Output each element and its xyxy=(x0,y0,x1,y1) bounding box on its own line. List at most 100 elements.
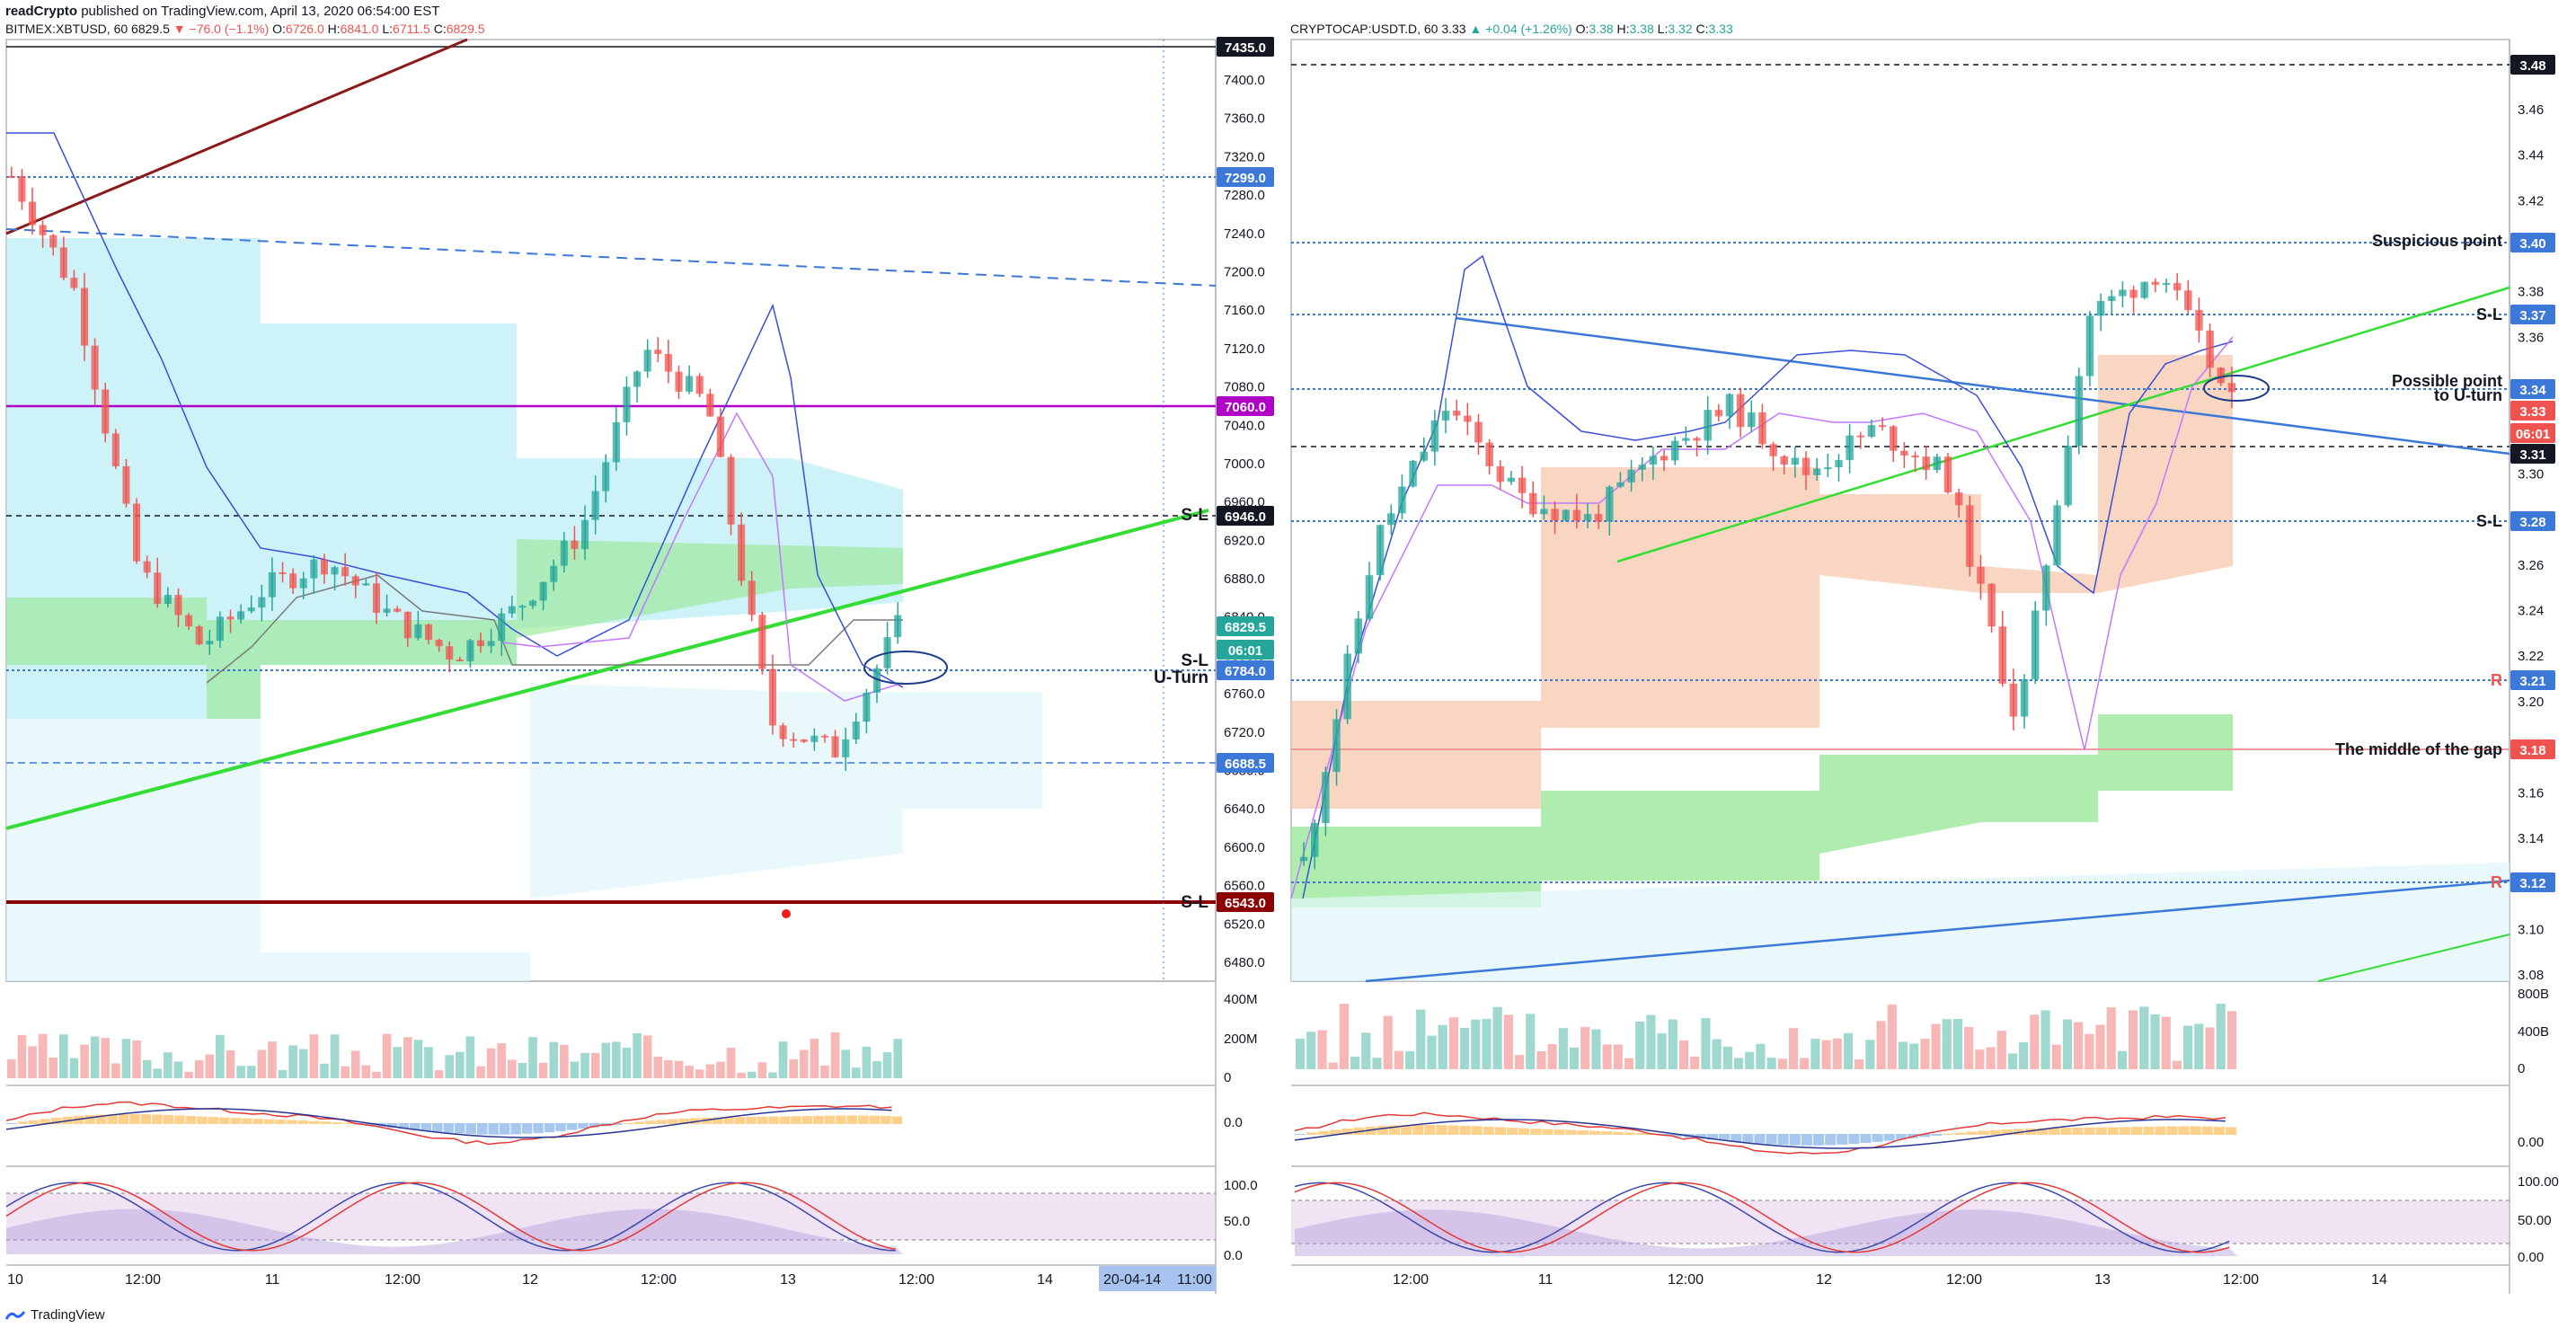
candle-body[interactable] xyxy=(623,386,631,422)
candle-body[interactable] xyxy=(331,567,339,575)
candle-body[interactable] xyxy=(1540,509,1548,515)
candle-body[interactable] xyxy=(1562,509,1570,521)
candle-body[interactable] xyxy=(706,394,714,417)
candle-body[interactable] xyxy=(299,578,307,589)
candle-body[interactable] xyxy=(571,540,579,550)
candle-body[interactable] xyxy=(1933,456,1942,470)
candle-body[interactable] xyxy=(1387,513,1395,526)
candle-body[interactable] xyxy=(695,376,704,394)
candle-body[interactable] xyxy=(1343,653,1351,720)
candle-body[interactable] xyxy=(2151,281,2160,285)
candle-body[interactable] xyxy=(1430,420,1439,452)
candle-body[interactable] xyxy=(394,608,402,612)
candle-body[interactable] xyxy=(2227,383,2236,393)
left-time-axis[interactable]: 10 12:00 11 12:00 12 12:00 13 12:00 14 xyxy=(7,1272,1053,1288)
candle-body[interactable] xyxy=(268,571,276,598)
candle-body[interactable] xyxy=(49,235,58,248)
candle-body[interactable] xyxy=(310,559,318,579)
candle-body[interactable] xyxy=(154,572,162,605)
candle-body[interactable] xyxy=(800,739,808,742)
candle-body[interactable] xyxy=(403,611,412,639)
candle-body[interactable] xyxy=(831,736,839,757)
candle-body[interactable] xyxy=(1299,856,1308,862)
candle-body[interactable] xyxy=(872,668,881,693)
right-trendline-blue-down[interactable] xyxy=(1455,316,2510,456)
candle-body[interactable] xyxy=(1966,505,1974,567)
candle-body[interactable] xyxy=(1725,394,1734,417)
candle-body[interactable] xyxy=(456,659,464,661)
candle-body[interactable] xyxy=(1638,465,1647,470)
candle-body[interactable] xyxy=(852,722,860,739)
candle-body[interactable] xyxy=(863,692,871,722)
candle-body[interactable] xyxy=(675,371,683,392)
candle-body[interactable] xyxy=(2064,446,2072,506)
candle-body[interactable] xyxy=(842,739,850,757)
candle-body[interactable] xyxy=(258,597,266,608)
candle-body[interactable] xyxy=(1791,457,1800,465)
candle-body[interactable] xyxy=(612,421,620,463)
candle-body[interactable] xyxy=(18,176,26,202)
candle-body[interactable] xyxy=(132,503,141,562)
candle-body[interactable] xyxy=(122,465,130,504)
candle-body[interactable] xyxy=(320,559,329,575)
candle-body[interactable] xyxy=(102,389,110,434)
candle-body[interactable] xyxy=(1856,435,1865,438)
candle-body[interactable] xyxy=(716,416,724,457)
candle-body[interactable] xyxy=(435,640,443,647)
candle-body[interactable] xyxy=(1507,477,1516,483)
right-symbol-legend[interactable]: CRYPTOCAP:USDT.D, 60 3.33 ▲ +0.04 (+1.26… xyxy=(1290,22,1733,36)
left-trendline-blue-dashed[interactable] xyxy=(5,228,1217,287)
candle-body[interactable] xyxy=(633,371,642,387)
candle-body[interactable] xyxy=(1627,469,1635,483)
candle-body[interactable] xyxy=(216,616,224,642)
candle-body[interactable] xyxy=(748,580,756,615)
candle-body[interactable] xyxy=(508,606,516,614)
candle-body[interactable] xyxy=(226,616,235,620)
candle-body[interactable] xyxy=(654,350,662,354)
candle-body[interactable] xyxy=(1714,410,1723,417)
candle-body[interactable] xyxy=(195,626,203,645)
candle-body[interactable] xyxy=(2053,505,2061,566)
candle-body[interactable] xyxy=(1812,468,1821,475)
candle-body[interactable] xyxy=(2020,678,2029,717)
candle-body[interactable] xyxy=(1583,514,1592,521)
candle-body[interactable] xyxy=(2085,315,2094,376)
left-uturn-ellipse[interactable] xyxy=(863,651,948,685)
candle-body[interactable] xyxy=(164,595,172,605)
candle-body[interactable] xyxy=(550,565,558,582)
candle-body[interactable] xyxy=(487,641,495,647)
candle-body[interactable] xyxy=(528,600,537,606)
candle-body[interactable] xyxy=(1943,456,1952,492)
candle-body[interactable] xyxy=(1616,482,1624,487)
candle-body[interactable] xyxy=(539,581,547,601)
candle-body[interactable] xyxy=(1670,440,1679,461)
right-time-axis[interactable]: 12:00 11 12:00 12 12:00 13 12:00 14 xyxy=(1393,1272,2387,1288)
left-price-axis[interactable]: 7400.0 7360.0 7320.0 7280.0 7240.0 7200.0 7160… xyxy=(1224,73,1265,970)
candle-body[interactable] xyxy=(185,615,193,627)
left-symbol-legend[interactable]: BITMEX:XBTUSD, 60 6829.5 ▼ −76.0 (−1.1%)… xyxy=(5,22,485,36)
candle-body[interactable] xyxy=(237,611,245,620)
candle-body[interactable] xyxy=(414,624,422,639)
candle-body[interactable] xyxy=(2173,283,2182,291)
candle-body[interactable] xyxy=(2162,283,2171,286)
candle-body[interactable] xyxy=(1987,583,1996,627)
candle-body[interactable] xyxy=(790,739,798,741)
candle-body[interactable] xyxy=(476,640,485,647)
candle-body[interactable] xyxy=(206,641,214,645)
candle-body[interactable] xyxy=(2042,565,2050,611)
candle-body[interactable] xyxy=(59,247,67,279)
right-trendline-blue-low[interactable] xyxy=(1365,879,2510,983)
footer-brand[interactable]: TradingView xyxy=(31,1307,105,1323)
candle-body[interactable] xyxy=(580,519,589,550)
candle-body[interactable] xyxy=(28,201,37,226)
right-candles[interactable] xyxy=(1299,273,2236,870)
candle-body[interactable] xyxy=(1528,492,1537,515)
candle-body[interactable] xyxy=(424,624,433,641)
candle-body[interactable] xyxy=(1310,823,1319,857)
right-trendline-green-low[interactable] xyxy=(2317,934,2510,982)
candle-body[interactable] xyxy=(2096,300,2105,316)
candle-body[interactable] xyxy=(2140,281,2148,298)
candle-body[interactable] xyxy=(686,376,694,392)
candle-body[interactable] xyxy=(820,735,829,738)
candle-body[interactable] xyxy=(1441,411,1450,421)
